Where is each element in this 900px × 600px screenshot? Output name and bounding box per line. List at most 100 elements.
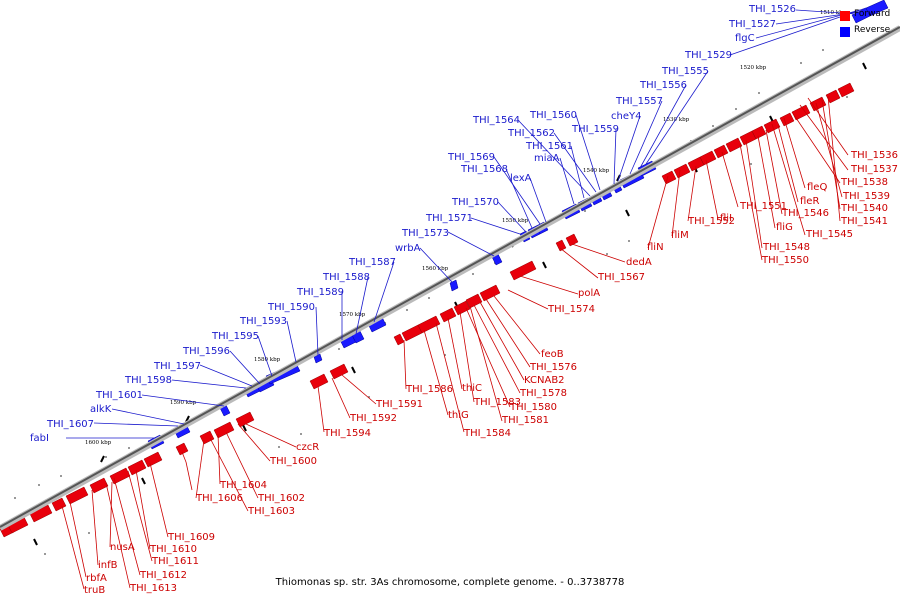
gene-label: THI_1537 (850, 164, 898, 175)
tick-label: 1600 kbp (85, 440, 112, 446)
gene-label: rbfA (86, 573, 107, 584)
gene-label: THI_1545 (805, 229, 853, 240)
gene-label: THI_1610 (149, 544, 197, 555)
gene-label: fliM (671, 230, 689, 241)
gene-label: THI_1560 (529, 110, 577, 121)
tick-label: 1520 kbp (740, 65, 767, 71)
gene-label: cheY4 (611, 111, 641, 122)
forward-leader-lines (61, 95, 849, 590)
gene-label: THI_1541 (840, 216, 888, 227)
legend-reverse-label: Reverse (854, 25, 891, 35)
gene-label: THI_1529 (684, 50, 732, 61)
gene-label: truB (84, 585, 105, 596)
reverse-gene-labels: THI_1526 THI_1527 flgC THI_1529 THI_1555… (30, 4, 796, 444)
gene-label: THI_1580 (509, 402, 557, 413)
gene-label: fabI (30, 433, 49, 444)
gene-label: THI_1612 (139, 570, 187, 581)
gene-label: flgC (735, 33, 755, 44)
gene-label: THI_1609 (167, 532, 215, 543)
gene-label: THI_1606 (195, 493, 243, 504)
gene-label: THI_1570 (451, 197, 499, 208)
gene-label: THI_1586 (405, 384, 453, 395)
gene-label: infB (98, 560, 118, 571)
gene-label: THI_1583 (473, 397, 521, 408)
tick-label: 1560 kbp (422, 266, 449, 272)
gene-label: THI_1526 (748, 4, 796, 15)
gene-label: fleR (800, 196, 819, 207)
gene-label: thiC (462, 383, 482, 394)
kbp-tick-labels: 1510 kbp 1520 kbp 1530 kbp 1540 kbp 1550… (85, 10, 847, 446)
gene-label: THI_1571 (425, 213, 473, 224)
gene-label: THI_1592 (349, 413, 397, 424)
gene-label: fliN (647, 242, 664, 253)
gene-label: THI_1550 (761, 255, 809, 266)
gene-label: dedA (626, 257, 652, 268)
legend: Forward Reverse (838, 8, 900, 40)
gene-label: THI_1588 (322, 272, 370, 283)
gene-label: THI_1596 (182, 346, 230, 357)
gene-label: THI_1593 (239, 316, 287, 327)
gene-label: fliI (720, 213, 732, 224)
gene-label: THI_1552 (687, 216, 735, 227)
gene-label: THI_1598 (124, 375, 172, 386)
gene-label: THI_1595 (211, 331, 259, 342)
gene-label: THI_1603 (247, 506, 295, 517)
gene-label: wrbA (395, 243, 421, 254)
gene-label: THI_1538 (840, 177, 888, 188)
gene-label: THI_1559 (571, 124, 619, 135)
gene-label: alkK (90, 404, 112, 415)
tick-label: 1590 kbp (170, 400, 197, 406)
gene-label: THI_1604 (219, 480, 267, 491)
gene-label: THI_1597 (153, 361, 201, 372)
gene-label: THI_1611 (151, 556, 199, 567)
gene-label: THI_1555 (661, 66, 709, 77)
gene-label: THI_1556 (639, 80, 687, 91)
gene-label: THI_1568 (460, 164, 508, 175)
gene-label: feoB (541, 349, 564, 360)
gene-label: THI_1578 (519, 388, 567, 399)
forward-swatch (840, 11, 850, 21)
gene-label: THI_1607 (46, 419, 94, 430)
gene-label: THI_1613 (129, 583, 177, 594)
gene-label: THI_1573 (401, 228, 449, 239)
gene-label: THI_1587 (348, 257, 396, 268)
gene-label: KCNAB2 (524, 375, 565, 386)
gene-label: THI_1601 (95, 390, 143, 401)
gene-label: THI_1591 (375, 399, 423, 410)
gene-label: THI_1600 (269, 456, 317, 467)
gene-label: THI_1551 (739, 201, 787, 212)
gene-label: THI_1557 (615, 96, 663, 107)
legend-forward-label: Forward (854, 9, 891, 19)
gene-label: fliG (776, 222, 793, 233)
gene-label: thiG (448, 410, 469, 421)
gene-label: THI_1594 (323, 428, 371, 439)
gene-label: THI_1561 (525, 141, 573, 152)
gene-label: THI_1539 (842, 191, 890, 202)
tick-label: 1570 kbp (339, 312, 366, 318)
tick-label: 1510 kbp (820, 10, 847, 16)
forward-gene-labels: THI_1536 THI_1537 THI_1538 fleQ THI_1539… (84, 150, 898, 596)
gene-label: THI_1536 (850, 150, 898, 161)
tick-label: 1530 kbp (663, 117, 690, 123)
gene-label: lexA (510, 173, 532, 184)
gene-label: THI_1602 (257, 493, 305, 504)
genome-caption: Thiomonas sp. str. 3As chromosome, compl… (275, 577, 625, 588)
gene-label: THI_1527 (728, 19, 776, 30)
gene-label: THI_1564 (472, 115, 520, 126)
tick-label: 1540 kbp (583, 168, 610, 174)
gene-label: THI_1569 (447, 152, 495, 163)
gene-label: THI_1589 (296, 287, 344, 298)
gene-label: czcR (296, 442, 319, 453)
tick-label: 1580 kbp (254, 357, 281, 363)
gene-label: THI_1576 (529, 362, 577, 373)
gene-label: nusA (110, 542, 135, 553)
gene-label: THI_1546 (781, 208, 829, 219)
gene-label: THI_1584 (463, 428, 511, 439)
reverse-swatch (840, 27, 850, 37)
gene-label: miaA (534, 153, 560, 164)
gene-label: polA (578, 288, 600, 299)
gene-label: fleQ (807, 182, 827, 193)
gene-label: THI_1590 (267, 302, 315, 313)
tick-marks (33, 62, 867, 546)
